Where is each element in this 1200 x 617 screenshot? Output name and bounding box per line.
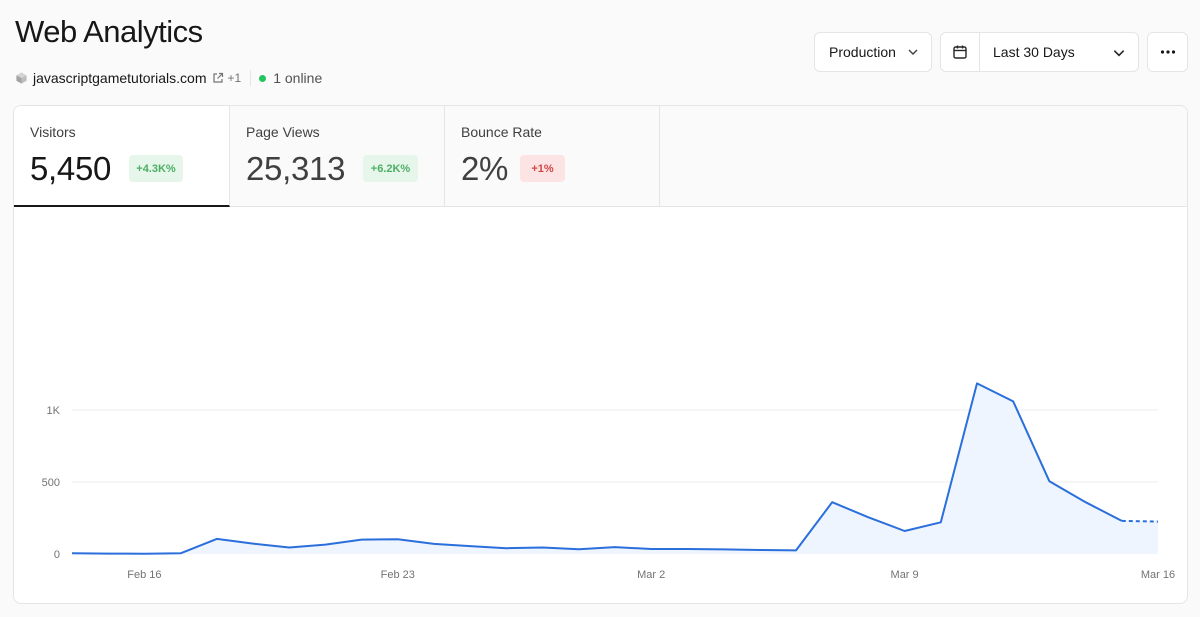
- metric-label: Visitors: [30, 124, 76, 140]
- tab-bounce-rate[interactable]: Bounce Rate 2% +1%: [445, 106, 660, 206]
- visitors-chart: 0 500 1K Feb 16 Feb 23 Mar 2 Mar 9 Mar 16: [42, 382, 1175, 581]
- tab-page-views[interactable]: Page Views 25,313 +6.2K%: [230, 106, 445, 206]
- metric-value: 2%: [461, 150, 509, 187]
- project-domain-link[interactable]: javascriptgametutorials.com: [33, 70, 207, 86]
- x-tick-label: Mar 2: [637, 569, 665, 581]
- page-title: Web Analytics: [15, 14, 203, 49]
- y-tick-label: 0: [54, 549, 60, 561]
- x-tick-label: Mar 9: [891, 569, 919, 581]
- calendar-icon: [953, 45, 967, 59]
- date-range-select[interactable]: Last 30 Days: [940, 32, 1139, 72]
- metric-tabs: Visitors 5,450 +4.3K% Page Views 25,313 …: [14, 106, 1187, 207]
- y-tick-label: 500: [42, 477, 60, 489]
- project-info: javascriptgametutorials.com +1 1 online: [15, 69, 322, 87]
- extra-domains-count[interactable]: +1: [227, 71, 242, 85]
- x-tick-label: Mar 16: [1141, 569, 1175, 581]
- y-tick-label: 1K: [47, 405, 61, 417]
- metric-delta-badge: +1%: [520, 155, 565, 182]
- cube-icon: [16, 72, 27, 84]
- more-horizontal-icon: [1160, 50, 1175, 54]
- chart-series-partial-line: [1121, 519, 1159, 523]
- calendar-button[interactable]: [941, 33, 980, 71]
- metric-label: Bounce Rate: [461, 124, 542, 140]
- online-count: 1 online: [273, 70, 323, 86]
- date-range-label: Last 30 Days: [993, 44, 1075, 60]
- external-link-icon[interactable]: [212, 72, 224, 84]
- analytics-card: Visitors 5,450 +4.3K% Page Views 25,313 …: [13, 105, 1188, 604]
- environment-select-label: Production: [829, 44, 896, 60]
- tab-visitors[interactable]: Visitors 5,450 +4.3K%: [14, 106, 230, 207]
- metric-label: Page Views: [246, 124, 320, 140]
- metric-delta-badge: +4.3K%: [129, 155, 183, 182]
- chart-area-fill: [72, 383, 1158, 554]
- more-options-button[interactable]: [1147, 32, 1188, 72]
- chevron-down-icon: [908, 49, 918, 55]
- environment-select[interactable]: Production: [814, 32, 932, 72]
- metric-delta-badge: +6.2K%: [363, 155, 418, 182]
- chevron-down-icon: [1113, 50, 1125, 57]
- metric-value: 25,313: [246, 150, 346, 187]
- x-tick-label: Feb 23: [381, 569, 415, 581]
- online-status-dot: [259, 74, 267, 82]
- chart-series-line: [71, 382, 1123, 555]
- x-tick-label: Feb 16: [127, 569, 161, 581]
- metric-value: 5,450: [30, 150, 112, 187]
- divider: [250, 70, 252, 86]
